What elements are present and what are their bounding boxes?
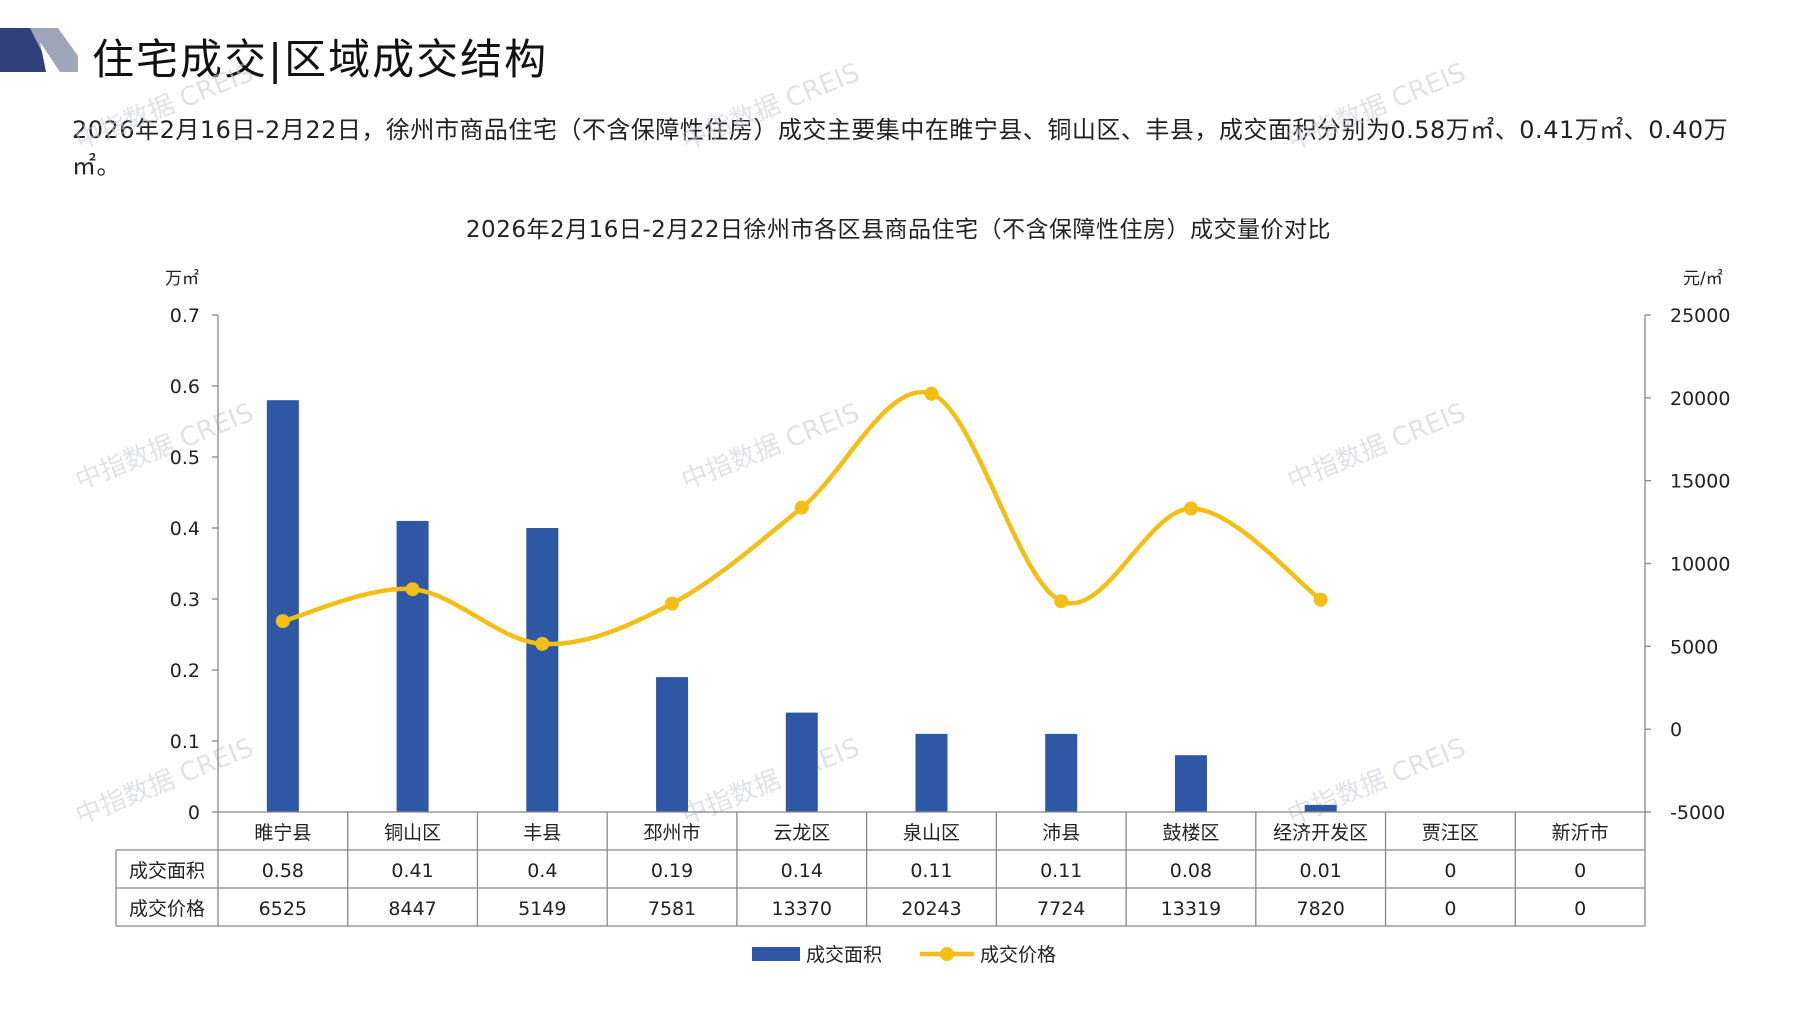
brand-logo-icon (0, 28, 78, 72)
right-tick-label: 10000 (1670, 554, 1730, 576)
category-label: 贾汪区 (1422, 822, 1479, 844)
price-point (1183, 501, 1198, 516)
watermark-text: 中指数据 CREIS (1283, 733, 1470, 832)
area-value-cell: 0 (1574, 860, 1586, 882)
left-tick-label: 0.7 (170, 305, 200, 327)
legend-bar-swatch (752, 947, 800, 961)
price-point (275, 614, 290, 629)
legend-line-marker (940, 947, 954, 961)
table-row-label: 成交价格 (129, 898, 205, 920)
price-value-cell: 0 (1444, 898, 1456, 920)
watermark-text: 中指数据 CREIS (71, 398, 258, 497)
category-label: 新沂市 (1552, 822, 1609, 844)
chart-title: 2026年2月16日-2月22日徐州市各区县商品住宅（不含保障性住房）成交量价对… (465, 217, 1332, 243)
bar (1174, 755, 1207, 812)
left-tick-label: 0 (188, 802, 200, 824)
price-value-cell: 0 (1574, 898, 1586, 920)
left-tick-label: 0.3 (170, 589, 200, 611)
right-axis-unit: 元/㎡ (1683, 269, 1723, 289)
area-value-cell: 0.58 (262, 860, 304, 882)
price-point (924, 386, 939, 401)
category-label: 邳州市 (644, 822, 701, 844)
bar (1304, 804, 1337, 812)
bar (785, 712, 818, 812)
area-value-cell: 0.11 (1040, 860, 1082, 882)
right-tick-label: 15000 (1670, 471, 1730, 493)
category-label: 丰县 (523, 822, 561, 844)
bar (396, 520, 429, 812)
watermark-text: 中指数据 CREIS (677, 733, 864, 832)
logo-white-cut (40, 42, 60, 72)
category-label: 沛县 (1042, 822, 1080, 844)
legend-bar-label: 成交面积 (806, 944, 882, 966)
area-value-cell: 0.41 (391, 860, 433, 882)
area-value-cell: 0.4 (527, 860, 557, 882)
category-label: 铜山区 (384, 822, 441, 844)
area-value-cell: 0 (1444, 860, 1456, 882)
bar (1045, 733, 1078, 812)
category-label: 云龙区 (773, 822, 830, 844)
left-axis-unit: 万㎡ (165, 269, 199, 289)
left-tick-label: 0.4 (170, 518, 200, 540)
bar (266, 400, 299, 812)
price-point (405, 582, 420, 597)
logo-light-shape (30, 28, 78, 72)
watermark-text: 中指数据 CREIS (1283, 58, 1470, 157)
right-tick-label: 5000 (1670, 636, 1718, 658)
price-value-cell: 7724 (1037, 898, 1085, 920)
price-value-cell: 20243 (901, 898, 961, 920)
price-value-cell: 7581 (648, 898, 696, 920)
legend-line-label: 成交价格 (980, 944, 1056, 966)
table-row-label: 成交面积 (129, 860, 205, 882)
header: 住宅成交|区域成交结构 (0, 22, 900, 84)
left-tick-label: 0.1 (170, 731, 200, 753)
bar (915, 733, 948, 812)
watermark-text: 中指数据 CREIS (677, 58, 864, 157)
category-label: 经济开发区 (1273, 822, 1368, 844)
watermark-text: 中指数据 CREIS (677, 398, 864, 497)
left-tick-label: 0.6 (170, 376, 200, 398)
category-label: 泉山区 (903, 822, 960, 844)
bar (656, 677, 689, 812)
price-value-cell: 13319 (1161, 898, 1221, 920)
price-value-cell: 7820 (1297, 898, 1345, 920)
area-value-cell: 0.14 (781, 860, 823, 882)
price-line (282, 389, 1323, 647)
left-tick-label: 0.5 (170, 447, 200, 469)
right-tick-label: 20000 (1670, 388, 1730, 410)
category-label: 睢宁县 (254, 822, 311, 844)
watermark-text: 中指数据 CREIS (71, 58, 258, 157)
price-point (1313, 592, 1328, 607)
watermark-text: 中指数据 CREIS (1283, 398, 1470, 497)
right-tick-label: 0 (1670, 719, 1682, 741)
bar (526, 528, 559, 812)
area-value-cell: 0.19 (651, 860, 693, 882)
price-value-cell: 6525 (259, 898, 307, 920)
price-point (1054, 594, 1069, 609)
right-tick-label: 25000 (1670, 305, 1730, 327)
left-tick-label: 0.2 (170, 660, 200, 682)
price-point (794, 500, 809, 515)
price-value-cell: 8447 (388, 898, 436, 920)
category-label: 鼓楼区 (1162, 822, 1219, 844)
price-value-cell: 5149 (518, 898, 566, 920)
price-point (665, 596, 680, 611)
area-value-cell: 0.08 (1170, 860, 1212, 882)
area-value-cell: 0.01 (1300, 860, 1342, 882)
area-value-cell: 0.11 (910, 860, 952, 882)
watermark-text: 中指数据 CREIS (71, 733, 258, 832)
right-tick-label: -5000 (1670, 802, 1725, 824)
description-text: 2026年2月16日-2月22日，徐州市商品住宅（不含保障性住房）成交主要集中在… (72, 116, 1729, 180)
price-point (535, 636, 550, 651)
price-value-cell: 13370 (772, 898, 832, 920)
page-title: 住宅成交|区域成交结构 (92, 35, 549, 84)
